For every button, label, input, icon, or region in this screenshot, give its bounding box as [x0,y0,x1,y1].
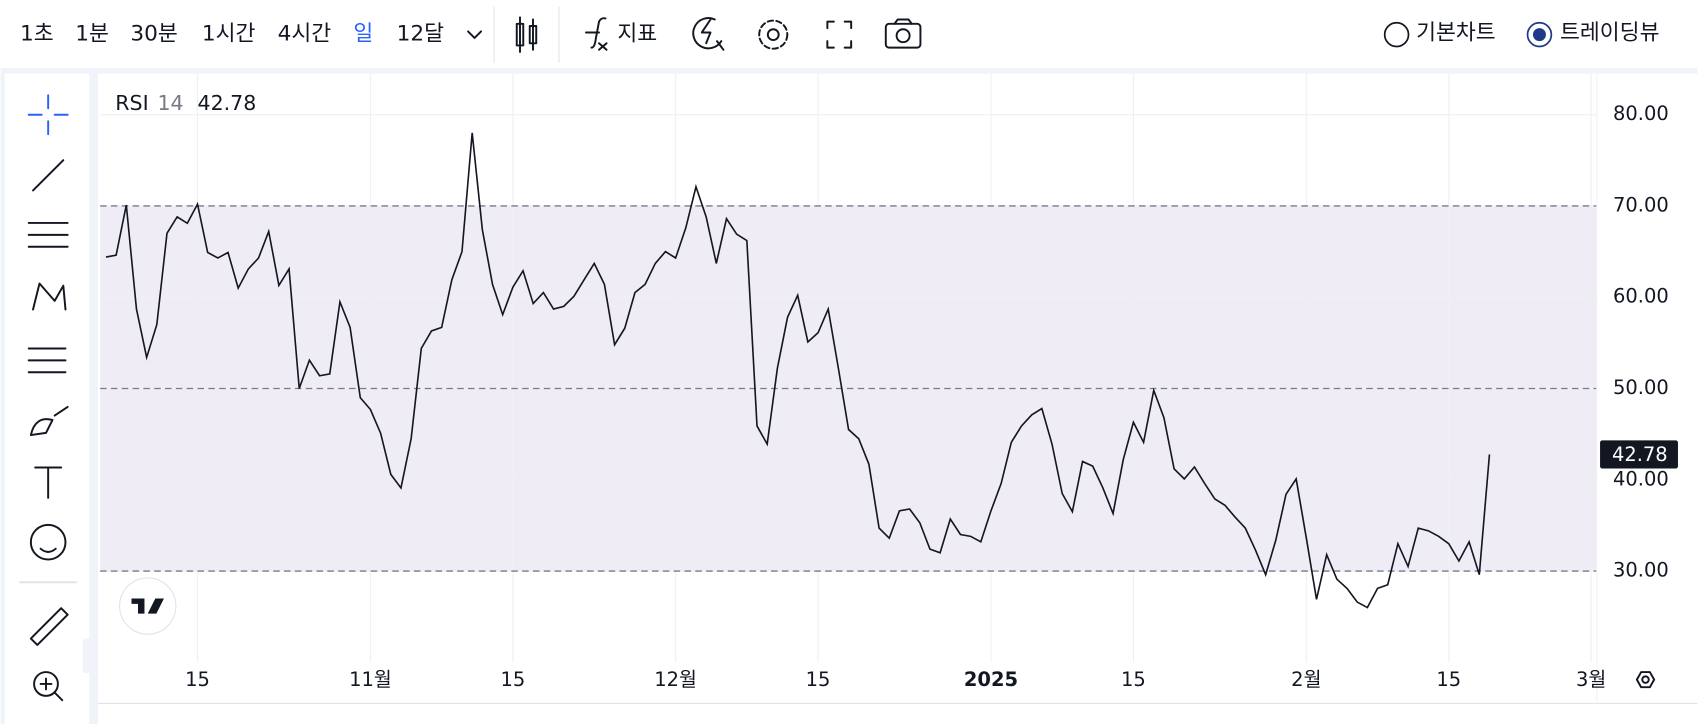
x-tick-label: 15 [185,668,210,691]
ruler-tool[interactable] [29,607,69,646]
fx-icon [585,17,608,51]
x-tick-label: 2월 [1291,668,1321,691]
logo [119,577,177,635]
screenshot-button[interactable] [884,18,922,49]
x-tick-label: 15 [806,668,831,691]
mode-label[interactable]: 트레이딩뷰 [1560,21,1659,46]
alert-button[interactable] [692,17,725,51]
interval-button[interactable]: 4시간 [278,22,332,47]
brush-tool[interactable] [29,405,69,437]
interval-button[interactable]: 30분 [130,22,177,47]
x-tick-label: 3월 [1576,668,1606,691]
trendline-tool[interactable] [32,159,65,192]
x-tick-label: 11월 [349,668,392,691]
y-tick-label: 50.00 [1613,376,1669,399]
last-value-label: 42.78 [1612,443,1668,466]
left-toolbar [4,73,90,724]
y-tick-label: 30.00 [1613,559,1669,582]
interval-button[interactable]: 1초 [20,22,54,47]
x-tick-label: 15 [1121,668,1146,691]
zoom-tool[interactable] [33,671,64,702]
y-tick-label: 60.00 [1613,285,1669,308]
x-tick-label: 12월 [654,668,697,691]
drawing-tools [19,94,78,702]
fullscreen-button[interactable] [826,20,853,49]
indicators-button[interactable]: 지표 [585,17,657,51]
top-toolbar [0,0,1698,69]
text-tool[interactable] [34,466,63,499]
pattern-tool[interactable] [32,282,67,311]
prediction-tool[interactable] [27,347,67,374]
collapse-handle[interactable] [82,638,96,674]
rsi-line [105,132,1491,609]
plot-area [100,73,1597,663]
x-tick-label: 15 [1436,668,1461,691]
mode-label[interactable]: 기본차트 [1416,21,1496,46]
indicator-name: RSI [115,91,148,115]
last-value-tag [1600,440,1678,469]
indicator-value: 42.78 [198,91,257,115]
radio-dot [1532,28,1546,42]
indicator-period: 14 [157,91,183,115]
axis-settings[interactable] [1635,671,1656,689]
x-tick-label: 15 [500,668,525,691]
more-intervals[interactable] [467,30,483,39]
y-tick-label: 40.00 [1613,467,1669,490]
settings-button[interactable] [758,19,789,50]
radio[interactable] [1526,21,1553,48]
fib-tool[interactable] [27,221,69,248]
y-tick-label: 80.00 [1613,102,1669,125]
interval-button[interactable]: 일 [353,22,373,47]
x-tick-label: 2025 [964,668,1018,691]
chart-type-button[interactable] [515,16,538,53]
radio[interactable] [1383,21,1410,48]
interval-button[interactable]: 1시간 [202,22,256,47]
interval-button[interactable]: 1분 [75,22,109,47]
y-tick-label: 70.00 [1613,193,1669,216]
interval-button[interactable]: 12달 [397,22,445,47]
crosshair-tool[interactable] [27,94,69,136]
emoji-tool[interactable] [29,523,67,561]
indicators-label[interactable]: 지표 [617,22,657,47]
